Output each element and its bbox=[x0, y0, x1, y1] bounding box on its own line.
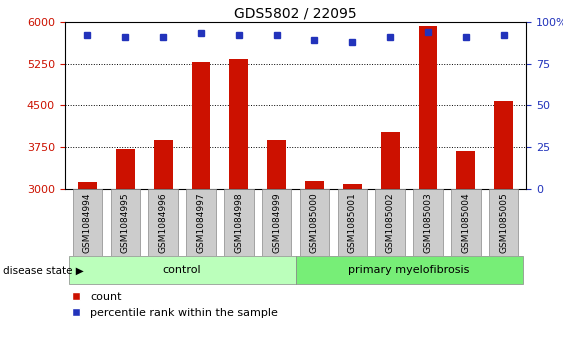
Bar bbox=[267, 140, 286, 189]
Bar bbox=[457, 151, 475, 189]
Bar bbox=[73, 189, 102, 256]
Bar bbox=[300, 189, 329, 256]
Bar bbox=[338, 189, 367, 256]
Bar bbox=[418, 26, 437, 189]
Bar bbox=[69, 257, 296, 284]
Bar bbox=[305, 181, 324, 189]
Bar bbox=[451, 189, 481, 256]
Bar bbox=[191, 62, 211, 189]
Text: GSM1084994: GSM1084994 bbox=[83, 192, 92, 253]
Text: GSM1085002: GSM1085002 bbox=[386, 192, 395, 253]
Text: disease state ▶: disease state ▶ bbox=[3, 265, 83, 276]
Text: GSM1084998: GSM1084998 bbox=[234, 192, 243, 253]
Text: GSM1084995: GSM1084995 bbox=[121, 192, 130, 253]
Bar bbox=[494, 101, 513, 189]
Bar bbox=[296, 257, 522, 284]
Bar bbox=[78, 182, 97, 189]
Bar bbox=[489, 189, 519, 256]
Bar bbox=[110, 189, 140, 256]
Text: GSM1084997: GSM1084997 bbox=[196, 192, 205, 253]
Title: GDS5802 / 22095: GDS5802 / 22095 bbox=[234, 7, 357, 21]
Bar bbox=[413, 189, 443, 256]
Bar bbox=[229, 58, 248, 189]
Text: primary myelofibrosis: primary myelofibrosis bbox=[348, 265, 470, 276]
Text: GSM1085000: GSM1085000 bbox=[310, 192, 319, 253]
Legend: count, percentile rank within the sample: count, percentile rank within the sample bbox=[70, 292, 278, 318]
Bar bbox=[262, 189, 292, 256]
Text: GSM1085004: GSM1085004 bbox=[461, 192, 470, 253]
Text: control: control bbox=[163, 265, 202, 276]
Bar bbox=[154, 140, 173, 189]
Bar bbox=[381, 132, 400, 189]
Bar bbox=[186, 189, 216, 256]
Text: GSM1084999: GSM1084999 bbox=[272, 192, 281, 253]
Bar bbox=[224, 189, 253, 256]
Bar bbox=[376, 189, 405, 256]
Text: GSM1085003: GSM1085003 bbox=[423, 192, 432, 253]
Text: GSM1084996: GSM1084996 bbox=[159, 192, 168, 253]
Bar bbox=[343, 184, 362, 189]
Bar bbox=[149, 189, 178, 256]
Text: GSM1085005: GSM1085005 bbox=[499, 192, 508, 253]
Bar bbox=[116, 149, 135, 189]
Text: GSM1085001: GSM1085001 bbox=[348, 192, 357, 253]
